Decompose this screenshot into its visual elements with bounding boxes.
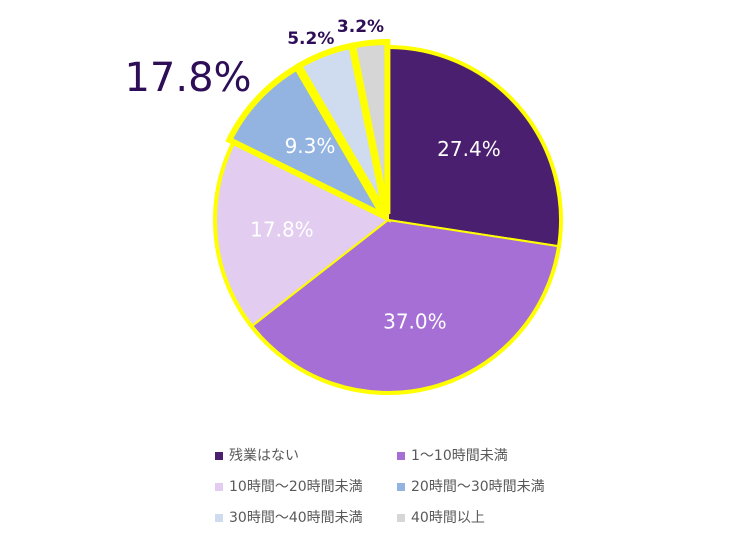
data-label: 17.8% [250,217,314,241]
legend-label: 10時間〜20時間未満 [229,479,363,495]
pie-slice [215,142,390,328]
legend-swatch [397,452,405,460]
pie-slice [250,218,560,393]
legend-swatch [215,452,223,460]
data-label: 9.3% [285,134,336,158]
data-label: 27.4% [437,137,501,161]
legend-label: 20時間〜30時間未満 [411,479,545,495]
data-label: 3.2% [337,17,384,37]
data-label: 5.2% [287,29,334,49]
legend-swatch [397,514,405,522]
pie-slice [349,39,391,215]
legend-label: 1〜10時間未満 [411,448,508,464]
legend-label: 40時間以上 [411,510,485,526]
legend-label: 残業はない [229,448,299,464]
data-label: 37.0% [383,310,447,334]
legend-swatch [397,483,405,491]
legend-label: 30時間〜40時間未満 [229,510,363,526]
annotation: 17.8% [124,55,251,101]
pie-slice [387,46,561,248]
legend-swatch [215,514,223,522]
pie-slice [225,63,392,224]
legend-swatch [215,483,223,491]
